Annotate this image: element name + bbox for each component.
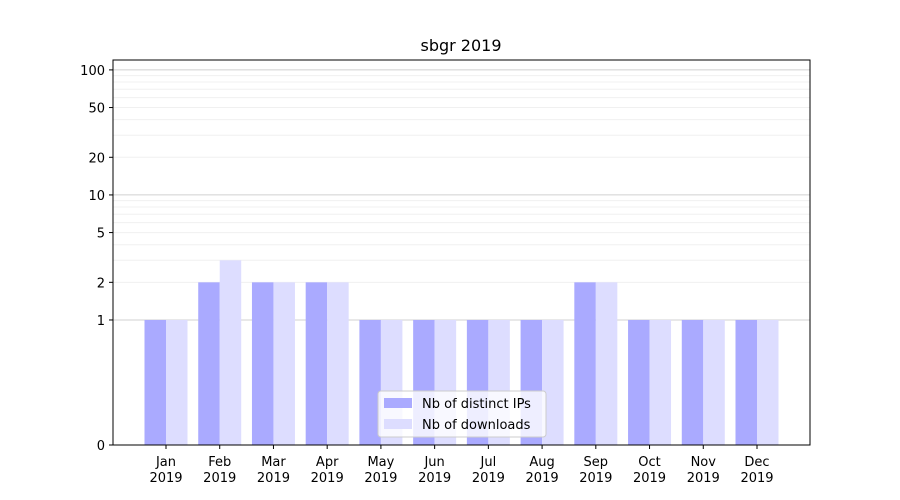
bar-distinct-ips — [144, 319, 166, 445]
bar-distinct-ips — [198, 282, 220, 445]
x-tick-label-month: Jul — [480, 455, 497, 470]
bar-downloads — [327, 282, 349, 445]
bar-distinct-ips — [681, 319, 704, 445]
bar-downloads — [542, 319, 564, 445]
bar-downloads — [219, 260, 242, 445]
chart-title: sbgr 2019 — [420, 36, 501, 55]
x-tick-label-year: 2019 — [418, 471, 451, 486]
bar-distinct-ips — [628, 319, 650, 445]
y-tick-label: 20 — [88, 151, 105, 166]
plot-frame — [112, 59, 811, 446]
x-tick-label-year: 2019 — [311, 471, 344, 486]
x-tick-label-month: Jun — [423, 455, 444, 470]
bar-downloads — [595, 282, 618, 445]
y-tick-label: 1 — [97, 314, 105, 329]
x-tick-label-month: Mar — [261, 455, 286, 470]
bar-downloads — [649, 319, 672, 445]
x-tick-label-month: Oct — [638, 455, 660, 470]
bar-distinct-ips — [574, 282, 596, 445]
bar-downloads — [166, 319, 188, 445]
bar-downloads — [703, 319, 725, 445]
y-tick-label: 2 — [97, 276, 105, 291]
x-tick-label-month: Aug — [529, 455, 554, 470]
y-tick-label: 10 — [88, 189, 105, 204]
x-tick-label-year: 2019 — [364, 471, 397, 486]
x-tick-label-month: Sep — [584, 455, 609, 470]
bar-distinct-ips — [305, 282, 328, 445]
legend-swatch — [384, 398, 412, 408]
bar-downloads — [757, 319, 779, 445]
x-tick-label-year: 2019 — [687, 471, 720, 486]
y-tick-label: 100 — [80, 64, 105, 79]
x-tick-label-month: Dec — [744, 455, 769, 470]
x-tick-label-month: May — [367, 455, 394, 470]
x-tick-label-year: 2019 — [257, 471, 290, 486]
x-tick-label-month: Apr — [316, 455, 339, 470]
y-tick-label: 5 — [97, 227, 105, 242]
x-tick-label-month: Feb — [208, 455, 231, 470]
grid-lines — [113, 69, 810, 321]
x-tick-label-year: 2019 — [633, 471, 666, 486]
bar-distinct-ips — [735, 319, 757, 445]
y-tick-label: 50 — [88, 102, 105, 117]
legend: Nb of distinct IPs Nb of downloads — [377, 390, 547, 438]
x-tick-label-month: Jan — [155, 455, 176, 470]
x-tick-label-year: 2019 — [203, 471, 236, 486]
x-tick-label-year: 2019 — [740, 471, 773, 486]
y-tick-label: 0 — [97, 439, 105, 454]
legend-swatch — [384, 419, 412, 429]
legend-label: Nb of downloads — [422, 418, 531, 433]
legend-label: Nb of distinct IPs — [422, 397, 531, 412]
x-tick-label-year: 2019 — [149, 471, 182, 486]
x-tick-label-year: 2019 — [472, 471, 505, 486]
bar-distinct-ips — [359, 319, 381, 445]
legend-box — [377, 390, 547, 438]
bar-distinct-ips — [251, 282, 274, 445]
x-tick-label-month: Nov — [691, 455, 717, 470]
x-tick-label-year: 2019 — [579, 471, 612, 486]
x-tick-label-year: 2019 — [526, 471, 559, 486]
bar-downloads — [273, 282, 295, 445]
axes: Jan2019Feb2019Mar2019Apr2019May2019Jun20… — [80, 64, 773, 486]
